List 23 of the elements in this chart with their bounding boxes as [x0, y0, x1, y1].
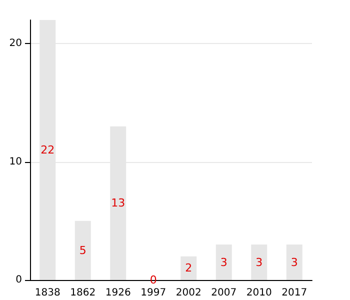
bar — [251, 244, 268, 280]
data-label: 22 — [40, 144, 55, 156]
data-label: 5 — [79, 244, 86, 257]
bar — [180, 256, 197, 280]
data-label: 3 — [290, 256, 298, 269]
data-label: 3 — [256, 256, 263, 269]
x-tick-label: 2017 — [282, 288, 308, 298]
bar — [74, 220, 91, 280]
x-tick-label: 2010 — [246, 288, 272, 298]
x-tick-label: 1997 — [140, 288, 166, 298]
y-tick-label: 20 — [9, 38, 22, 50]
x-tick-label: 2007 — [211, 288, 237, 298]
data-label: 2 — [185, 262, 192, 275]
bar — [286, 244, 302, 280]
x-tick-label: 1838 — [34, 288, 60, 298]
x-tick-label: 1862 — [70, 288, 96, 298]
x-tick-label: 1926 — [105, 288, 131, 298]
y-tick-label: 10 — [9, 156, 22, 168]
x-tick-label: 2002 — [176, 288, 202, 298]
data-label: 13 — [111, 196, 126, 210]
bar — [216, 244, 232, 280]
data-label: 3 — [220, 256, 228, 269]
y-tick-label: 0 — [16, 274, 22, 286]
